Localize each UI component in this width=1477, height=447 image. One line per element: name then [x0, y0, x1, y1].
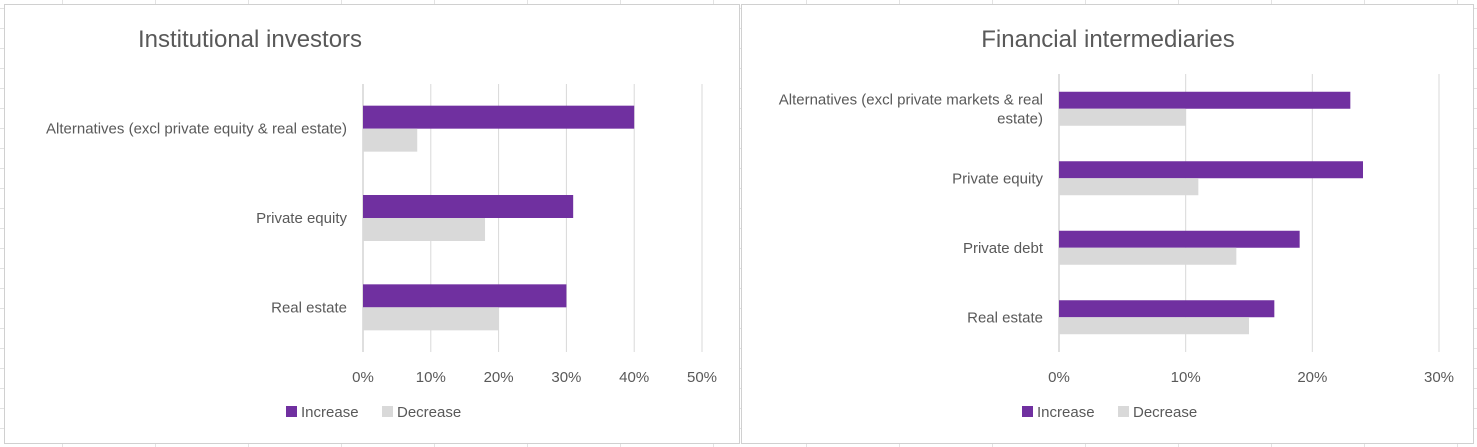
bar-decrease-real-estate — [363, 307, 499, 331]
chart-institutional-investors[interactable]: Institutional investors Alternatives (ex… — [4, 4, 740, 444]
bar-increase-alternatives-excl-private-markets-real-estate — [1059, 91, 1351, 109]
legend-label-increase: Increase — [1037, 404, 1095, 421]
tick-label: 0% — [352, 369, 374, 386]
bar-decrease-private-equity — [363, 218, 486, 241]
category-label: Private debt — [963, 240, 1044, 257]
legend-swatch-decrease — [1118, 406, 1129, 417]
bar-decrease-private-equity — [1059, 178, 1199, 196]
tick-label: 0% — [1048, 369, 1070, 386]
legend-swatch-increase — [286, 406, 297, 417]
legend-label-decrease: Decrease — [1133, 404, 1197, 421]
tick-label: 20% — [484, 369, 514, 386]
chart-title: Financial intermediaries — [981, 26, 1234, 53]
bar-decrease-real-estate — [1059, 317, 1249, 335]
tick-label: 30% — [551, 369, 581, 386]
category-label: Alternatives (excl private equity & real… — [46, 121, 347, 138]
tick-label: 10% — [1171, 369, 1201, 386]
chart-financial-intermediaries[interactable]: Financial intermediaries Alternatives (e… — [741, 4, 1474, 444]
bar-decrease-private-debt — [1059, 247, 1237, 265]
legend-swatch-decrease — [382, 406, 393, 417]
bar-increase-private-debt — [1059, 230, 1300, 248]
category-label: Private equity — [256, 210, 347, 227]
legend-label-decrease: Decrease — [397, 404, 461, 421]
tick-label: 40% — [619, 369, 649, 386]
category-label: Alternatives (excl private markets & rea… — [779, 91, 1043, 108]
category-label: estate) — [997, 110, 1043, 127]
chart-title: Institutional investors — [138, 26, 362, 53]
bar-increase-real-estate — [363, 284, 567, 308]
category-label: Private equity — [952, 170, 1043, 187]
legend-swatch-increase — [1022, 406, 1033, 417]
legend-label-increase: Increase — [301, 404, 359, 421]
bar-decrease-alternatives-excl-private-equity-real-estate — [363, 128, 418, 152]
tick-label: 30% — [1424, 369, 1454, 386]
category-label: Real estate — [271, 299, 347, 316]
chart-svg: Financial intermediaries Alternatives (e… — [779, 26, 1454, 421]
bar-increase-real-estate — [1059, 300, 1275, 318]
bar-increase-private-equity — [1059, 161, 1363, 179]
tick-label: 10% — [416, 369, 446, 386]
category-label: Real estate — [967, 309, 1043, 326]
bar-increase-private-equity — [363, 195, 574, 218]
chart-svg: Institutional investors Alternatives (ex… — [46, 26, 717, 421]
tick-label: 50% — [687, 369, 717, 386]
bar-increase-alternatives-excl-private-equity-real-estate — [363, 105, 635, 129]
bar-decrease-alternatives-excl-private-markets-real-estate — [1059, 108, 1186, 126]
tick-label: 20% — [1297, 369, 1327, 386]
